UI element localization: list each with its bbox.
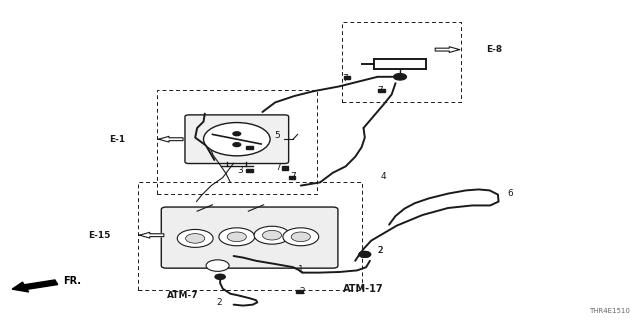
Text: 7: 7: [237, 143, 243, 152]
Polygon shape: [140, 232, 164, 238]
Polygon shape: [435, 47, 460, 52]
Circle shape: [206, 260, 229, 271]
Circle shape: [233, 132, 241, 136]
Circle shape: [394, 74, 406, 80]
Text: 2: 2: [378, 246, 383, 255]
Bar: [362, 253, 368, 256]
Text: 5: 5: [274, 131, 280, 140]
Bar: [289, 176, 295, 179]
Text: ATM-7: ATM-7: [166, 292, 198, 300]
Circle shape: [262, 230, 282, 240]
Bar: [282, 166, 288, 170]
Bar: [378, 89, 385, 92]
FancyBboxPatch shape: [161, 207, 338, 268]
Text: THR4E1510: THR4E1510: [589, 308, 630, 314]
Text: 3: 3: [237, 166, 243, 175]
FancyArrow shape: [12, 280, 58, 292]
Circle shape: [233, 143, 241, 147]
Circle shape: [204, 123, 270, 156]
Circle shape: [359, 252, 371, 257]
Circle shape: [254, 226, 290, 244]
Bar: [296, 290, 303, 293]
Text: 7: 7: [378, 86, 383, 95]
Circle shape: [359, 252, 371, 257]
Text: FR.: FR.: [63, 276, 81, 286]
Circle shape: [219, 228, 255, 246]
Circle shape: [283, 228, 319, 246]
Text: E-1: E-1: [109, 135, 125, 144]
FancyBboxPatch shape: [185, 115, 289, 164]
Polygon shape: [159, 136, 183, 142]
Text: 2: 2: [300, 287, 305, 296]
Circle shape: [227, 232, 246, 242]
Text: ATM-17: ATM-17: [343, 284, 384, 294]
Text: 7: 7: [342, 74, 348, 83]
Bar: [246, 169, 253, 172]
Text: 1: 1: [298, 265, 303, 274]
Bar: [246, 146, 253, 149]
Text: 4: 4: [381, 172, 387, 181]
Bar: [217, 275, 223, 278]
Text: E-8: E-8: [486, 45, 502, 54]
Circle shape: [291, 232, 310, 242]
Text: 7: 7: [291, 172, 296, 181]
Circle shape: [177, 229, 213, 247]
Text: 6: 6: [507, 189, 513, 198]
Text: 7: 7: [275, 163, 281, 172]
Circle shape: [186, 234, 205, 243]
Circle shape: [215, 274, 225, 279]
Text: 2: 2: [216, 298, 222, 307]
Text: E-15: E-15: [88, 231, 111, 240]
Text: 2: 2: [378, 246, 383, 255]
Bar: [344, 76, 350, 79]
